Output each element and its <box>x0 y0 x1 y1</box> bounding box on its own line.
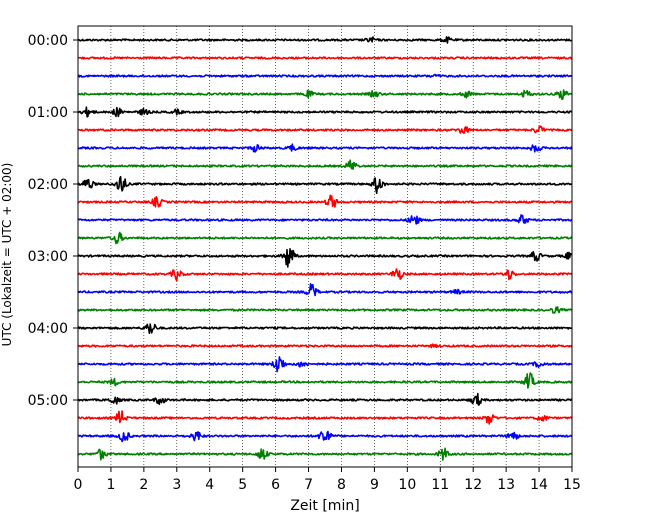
x-tick-label: 7 <box>304 477 313 493</box>
x-tick-label: 6 <box>271 477 280 493</box>
trace-0200 <box>77 175 573 194</box>
x-tick-label: 2 <box>139 477 148 493</box>
trace-0530 <box>77 430 573 443</box>
x-tick-label: 3 <box>172 477 181 493</box>
trace-0500 <box>78 392 573 406</box>
trace-0445 <box>77 372 573 389</box>
x-tick-label: 11 <box>431 477 449 493</box>
trace-0545 <box>77 447 573 461</box>
y-tick-label: 01:00 <box>28 105 68 121</box>
trace-0345 <box>77 306 572 314</box>
trace-0115 <box>77 125 573 135</box>
trace-0315 <box>77 268 573 282</box>
x-tick-label: 8 <box>337 477 346 493</box>
x-tick-label: 15 <box>563 477 581 493</box>
y-tick-label: 00:00 <box>28 33 68 49</box>
trace-0145 <box>77 159 572 170</box>
x-tick-label: 1 <box>106 477 115 493</box>
x-tick-label: 0 <box>74 477 83 493</box>
x-tick-label: 9 <box>370 477 379 493</box>
x-tick-label: 10 <box>398 477 416 493</box>
trace-0330 <box>77 283 573 297</box>
x-tick-label: 4 <box>205 477 214 493</box>
trace-0100 <box>77 106 573 118</box>
plot-frame <box>77 25 573 468</box>
trace-0415 <box>77 343 573 349</box>
y-axis-label: UTC (Lokalzeit = UTC + 02:00) <box>0 163 14 347</box>
seismic-traces <box>77 36 573 461</box>
trace-0515 <box>77 410 573 425</box>
trace-0000 <box>77 36 572 44</box>
x-axis-ticks: 0 1 2 3 4 5 6 7 8 9 10 11 12 13 14 15 <box>74 467 581 493</box>
y-axis-ticks: 00:00 01:00 02:00 03:00 04:00 05:00 <box>28 33 78 409</box>
y-tick-label: 03:00 <box>28 249 68 265</box>
y-tick-label: 04:00 <box>28 321 68 337</box>
trace-0215 <box>77 194 573 208</box>
trace-0300 <box>77 248 573 268</box>
trace-0245 <box>77 231 573 245</box>
y-tick-label: 05:00 <box>28 393 68 409</box>
trace-0130 <box>77 143 573 153</box>
x-tick-label: 14 <box>530 477 548 493</box>
x-tick-label: 12 <box>464 477 482 493</box>
trace-0230 <box>77 214 573 225</box>
trace-0400 <box>77 323 573 335</box>
trace-0045 <box>77 89 573 101</box>
trace-0015 <box>78 56 573 60</box>
trace-0430 <box>77 356 573 373</box>
trace-0030 <box>77 73 573 78</box>
y-tick-label: 02:00 <box>28 177 68 193</box>
x-tick-label: 5 <box>238 477 247 493</box>
x-tick-label: 13 <box>497 477 515 493</box>
x-axis-label: Zeit [min] <box>290 498 359 514</box>
